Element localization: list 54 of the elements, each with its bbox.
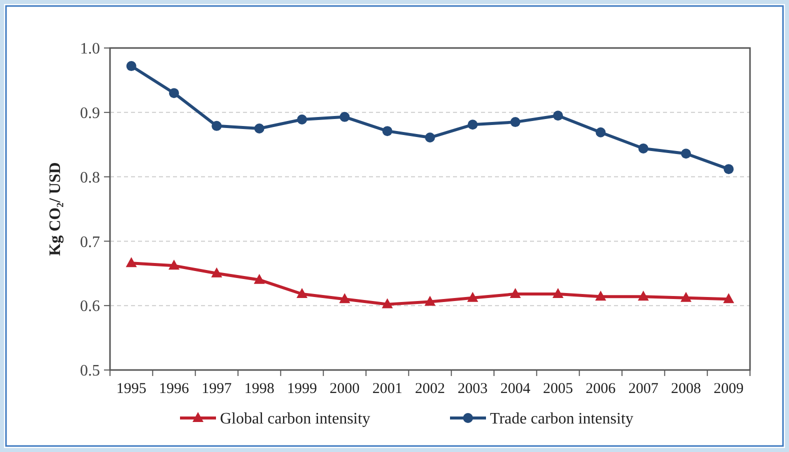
x-tick-label: 1998 [244,381,274,397]
point [382,298,393,308]
point [595,290,606,301]
point [126,257,137,268]
x-tick-label: 2009 [714,381,744,397]
point [680,292,692,302]
point [510,117,520,128]
x-tick-label: 2001 [372,381,402,397]
point [723,293,734,304]
point [638,143,648,154]
point [510,288,521,298]
x-tick-label: 2002 [415,381,445,397]
point [425,132,435,143]
point [168,260,180,270]
x-tick-label: 2005 [543,381,573,397]
point [169,88,179,98]
x-tick-label: 1999 [287,381,317,397]
point [468,120,478,130]
x-tick-label: 2007 [628,381,659,397]
y-tick-label: 1.0 [80,40,100,58]
point [340,112,350,122]
y-axis-title: Kg CO₂/ USD [47,162,64,256]
point [552,288,564,298]
point [212,120,222,131]
point [638,290,649,301]
point [681,148,691,159]
point [126,61,136,72]
x-tick-label: 1996 [159,381,190,397]
x-tick-label: 1995 [116,381,146,397]
x-tick-label: 2004 [500,381,531,397]
x-tick-label: 2006 [586,381,616,397]
point [382,126,392,136]
x-tick-label: 2000 [330,381,360,397]
point [339,293,350,304]
y-tick-label: 0.6 [80,298,100,316]
y-tick-label: 0.9 [80,105,100,122]
point [296,288,308,298]
legend-label: Trade carbon intensity [490,410,634,428]
y-tick-label: 0.7 [80,234,100,251]
x-tick-label: 1997 [202,381,232,397]
point [467,292,478,302]
y-tick-label: 0.5 [80,362,100,380]
point [254,124,264,134]
point [724,164,734,174]
x-tick-label: 2003 [458,381,488,397]
legend-label: Global carbon intensity [220,410,370,428]
point [424,296,436,306]
y-tick-label: 0.8 [80,169,100,186]
point [211,267,222,278]
point [596,127,606,138]
point [254,274,265,284]
point [553,110,563,121]
point [297,114,307,124]
x-tick-label: 2008 [671,381,701,397]
